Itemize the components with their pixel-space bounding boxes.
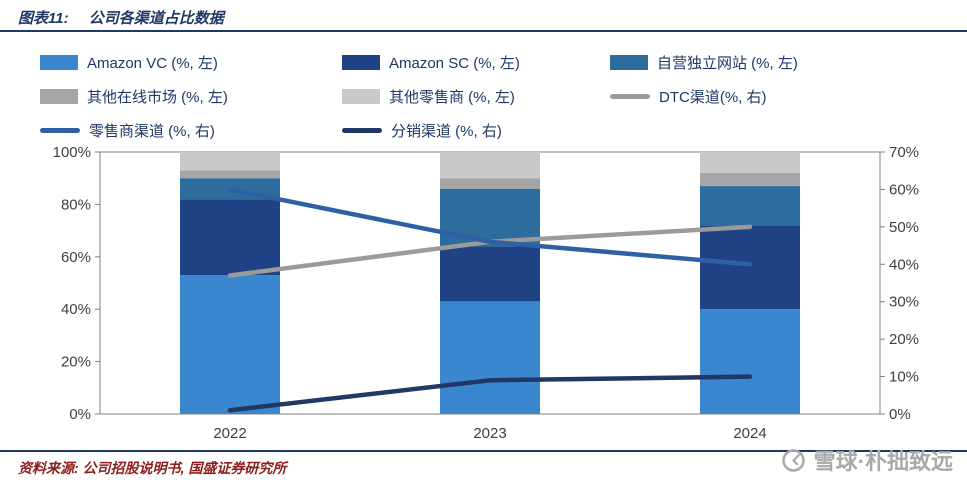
bar-segment <box>440 246 540 302</box>
bar-segment <box>700 172 800 187</box>
legend-swatch <box>610 54 648 70</box>
category-label: 2024 <box>733 425 766 442</box>
legend-item: Amazon SC (%, 左) <box>342 50 610 74</box>
watermark-text: 雪球·朴拙致远 <box>813 449 953 474</box>
left-axis-tick-label: 40% <box>61 301 91 318</box>
legend-item: 其他零售商 (%, 左) <box>342 84 610 108</box>
right-axis-tick-label: 50% <box>889 219 919 236</box>
xueqiu-logo-icon <box>781 448 805 472</box>
legend-item: 零售商渠道 (%, 右) <box>40 118 342 142</box>
figure-header: 图表11: 公司各渠道占比数据 <box>18 7 224 28</box>
bar-segment <box>180 275 280 414</box>
right-axis-tick-label: 70% <box>889 144 919 161</box>
legend-line-marker <box>40 127 80 133</box>
figure-label: 图表11: <box>18 10 69 27</box>
legend-label: 自营独立网站 (%, 左) <box>657 54 798 72</box>
right-axis-tick-label: 60% <box>889 181 919 198</box>
legend-label: 分销渠道 (%, 右) <box>391 122 502 140</box>
legend-label: Amazon VC (%, 左) <box>87 54 218 72</box>
left-axis-tick-label: 100% <box>53 144 91 161</box>
bar-segment <box>700 309 800 414</box>
legend-label: Amazon SC (%, 左) <box>389 54 520 72</box>
bar-segment <box>440 178 540 189</box>
legend-swatch <box>40 54 78 70</box>
legend-item: 分销渠道 (%, 右) <box>342 118 610 142</box>
line-series <box>227 187 753 267</box>
right-axis-tick-label: 10% <box>889 369 919 386</box>
right-axis-tick-label: 40% <box>889 256 919 273</box>
legend-line-marker <box>610 93 650 99</box>
legend-label: 其他零售商 (%, 左) <box>389 88 515 106</box>
left-axis-tick-label: 60% <box>61 249 91 266</box>
legend-label: DTC渠道(%, 右) <box>659 88 767 106</box>
chart-legend: Amazon VC (%, 左) Amazon SC (%, 左) 自营独立网站 (… <box>40 50 940 142</box>
line-series <box>227 374 753 413</box>
left-axis-tick-label: 80% <box>61 196 91 213</box>
bar-segment <box>180 170 280 179</box>
legend-label: 零售商渠道 (%, 右) <box>89 122 215 140</box>
right-axis-tick-label: 30% <box>889 294 919 311</box>
bar-segment <box>700 152 800 173</box>
channel-share-chart: 0% 20% 40% 60% 80% 100% 0% 10% 20% 30% 40% 50% 60% 70… <box>53 144 919 442</box>
legend-item: Amazon VC (%, 左) <box>40 50 342 74</box>
legend-item: 其他在线市场 (%, 左) <box>40 84 342 108</box>
legend-swatch <box>342 88 380 104</box>
bar-segment <box>700 225 800 310</box>
bar-segment <box>700 186 800 226</box>
left-axis-tick-label: 20% <box>61 354 91 371</box>
right-axis-tick-label: 0% <box>889 406 911 423</box>
bar-segment <box>440 152 540 179</box>
legend-label: 其他在线市场 (%, 左) <box>87 88 228 106</box>
right-axis-tick-label: 20% <box>889 331 919 348</box>
bar-segment <box>180 199 280 276</box>
watermark: 雪球·朴拙致远 <box>781 444 953 476</box>
bar-segment <box>180 152 280 171</box>
source-note: 资料来源: 公司招股说明书, 国盛证券研究所 <box>18 460 287 476</box>
legend-swatch <box>40 88 78 104</box>
legend-item: DTC渠道(%, 右) <box>610 84 940 108</box>
left-axis-tick-label: 0% <box>69 406 91 423</box>
bar-segment <box>440 301 540 414</box>
category-label: 2023 <box>473 425 506 442</box>
figure-title: 公司各渠道占比数据 <box>88 10 224 27</box>
legend-item: 自营独立网站 (%, 左) <box>610 50 940 74</box>
category-label: 2022 <box>213 425 246 442</box>
legend-swatch <box>342 54 380 70</box>
legend-line-marker <box>342 127 382 133</box>
footer-divider <box>0 450 967 452</box>
header-divider <box>0 30 967 32</box>
